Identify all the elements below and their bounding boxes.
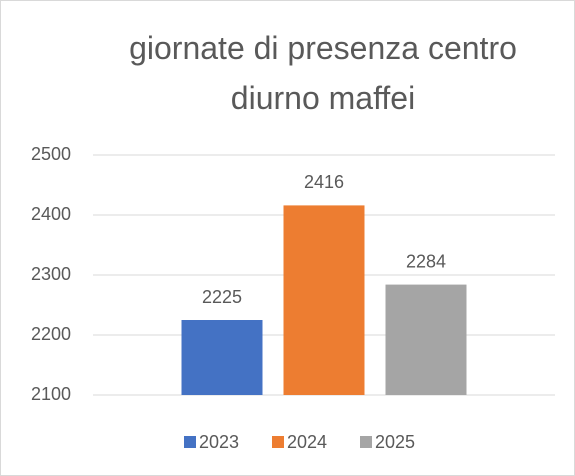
bar xyxy=(181,320,263,395)
y-tick-label: 2200 xyxy=(31,324,71,344)
y-tick-label: 2400 xyxy=(31,204,71,224)
legend-label: 2024 xyxy=(287,432,327,452)
y-tick-label: 2300 xyxy=(31,264,71,284)
data-label: 2225 xyxy=(202,287,242,307)
y-tick-label: 2100 xyxy=(31,384,71,404)
legend-swatch xyxy=(272,436,284,448)
chart-title: giornate di presenza centro diurno maffe… xyxy=(129,30,517,116)
bar xyxy=(385,284,467,395)
legend-label: 2023 xyxy=(199,432,239,452)
legend-swatch xyxy=(184,436,196,448)
bar xyxy=(283,205,365,395)
data-label: 2284 xyxy=(406,251,446,271)
data-label: 2416 xyxy=(304,172,344,192)
legend-label: 2025 xyxy=(375,432,415,452)
y-tick-label: 2500 xyxy=(31,144,71,164)
legend-swatch xyxy=(360,436,372,448)
